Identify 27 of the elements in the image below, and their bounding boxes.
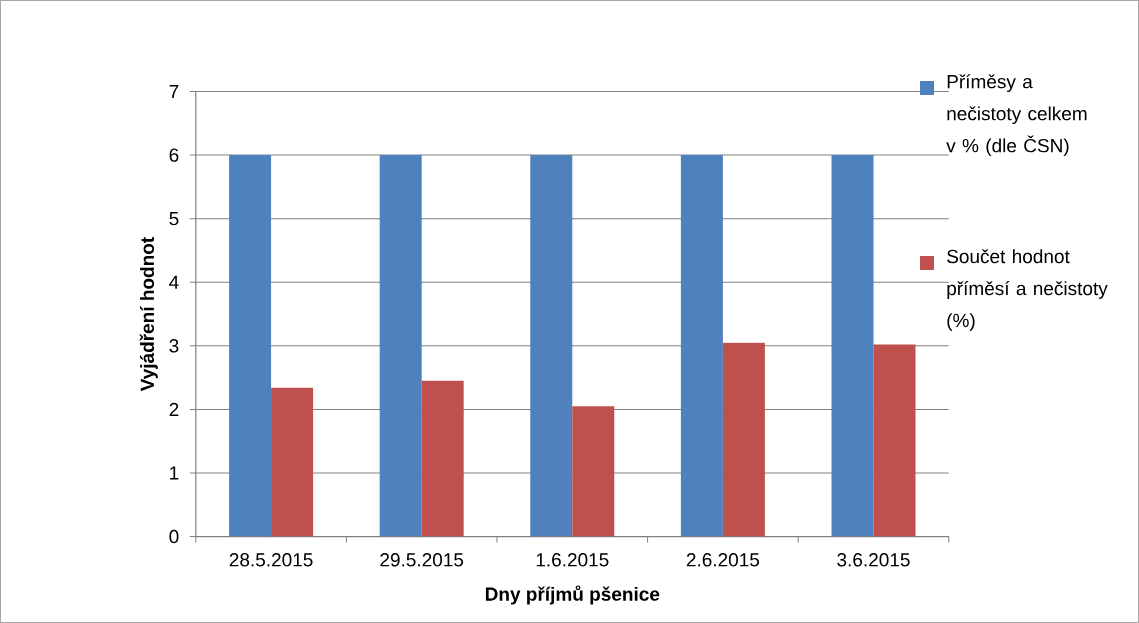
x-tick-label: 3.6.2015 [837, 553, 910, 567]
bar [421, 380, 464, 537]
bar [722, 342, 765, 537]
legend-label: Součet hodnot příměsí a nečistoty (%) [947, 249, 1108, 331]
x-tick-label: 1.6.2015 [536, 553, 609, 567]
x-tick-label: 29.5.2015 [380, 553, 464, 567]
bar [680, 155, 723, 537]
bar [572, 406, 615, 537]
y-tick-label: 7 [169, 85, 179, 99]
x-axis-title: Dny příjmů pšenice [485, 585, 660, 605]
y-tick-label: 4 [169, 275, 179, 289]
x-tick-label: 28.5.2015 [229, 553, 313, 567]
bar [229, 155, 272, 537]
y-axis-title: Vyjádření hodnot [139, 237, 158, 392]
bar [271, 387, 314, 537]
bar [530, 155, 573, 537]
y-tick-label: 2 [169, 402, 179, 417]
legend-label: Příměsy a nečistoty celkem v % (dle ČSN) [946, 74, 1087, 157]
y-tick-label: 5 [169, 212, 179, 226]
y-tick-label: 3 [169, 339, 179, 353]
bar [873, 344, 916, 537]
bar [379, 155, 422, 537]
x-tick-label: 2.6.2015 [686, 553, 760, 567]
y-tick-label: 6 [169, 148, 179, 162]
y-tick-label: 1 [170, 466, 179, 480]
bar [831, 155, 874, 537]
y-tick-label: 0 [169, 529, 179, 544]
